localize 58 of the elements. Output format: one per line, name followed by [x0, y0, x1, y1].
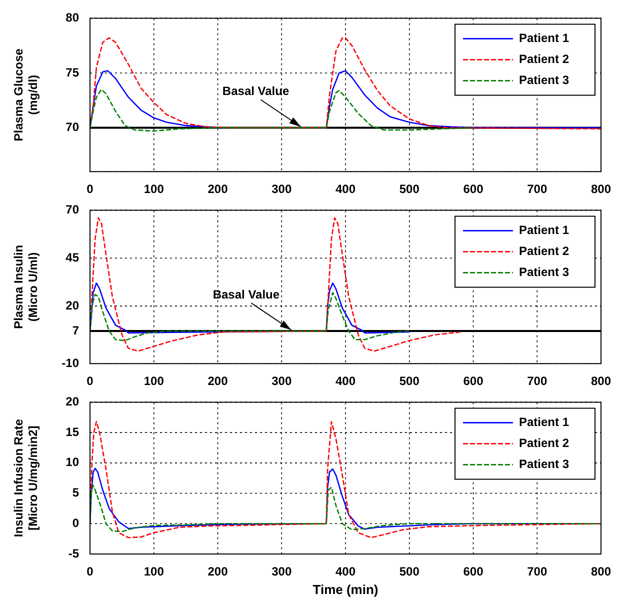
x-tick-label: 300 — [272, 182, 292, 196]
y-tick-label: 7 — [72, 323, 80, 338]
x-tick-label: 100 — [144, 374, 164, 388]
legend-label: Patient 3 — [519, 457, 570, 472]
line-series — [90, 217, 462, 352]
legend-label: Patient 1 — [519, 31, 570, 46]
legend-label: Patient 2 — [519, 436, 570, 450]
x-tick-label: 500 — [399, 182, 420, 196]
y-tick-label: 75 — [66, 65, 80, 80]
x-tick-label: 0 — [86, 182, 94, 196]
x-tick-label: 600 — [463, 374, 484, 388]
x-tick-label: 200 — [208, 564, 228, 579]
x-tick-label: 400 — [335, 564, 356, 579]
x-tick-label: 400 — [335, 374, 356, 388]
y-tick-label: 20 — [66, 298, 80, 312]
x-tick-label: 300 — [272, 374, 292, 388]
line-series — [90, 484, 601, 532]
x-tick-label: 200 — [208, 182, 228, 196]
x-tick-label: 800 — [590, 564, 612, 579]
x-tick-label: 200 — [208, 374, 228, 388]
x-tick-label: 800 — [590, 374, 612, 388]
x-tick-label: 300 — [272, 564, 292, 579]
y-tick-label: 0 — [72, 516, 80, 530]
y-tick-label: 10 — [66, 455, 80, 470]
x-tick-label: 400 — [335, 182, 356, 196]
x-tick-label: 700 — [527, 564, 548, 579]
x-tick-label: 600 — [463, 564, 484, 579]
x-axis-title: Time (min) — [312, 582, 378, 597]
x-tick-label: 500 — [399, 374, 420, 388]
annotation: Basal Value — [212, 287, 280, 302]
x-tick-label: 700 — [527, 374, 548, 388]
annotation: Basal Value — [222, 84, 290, 98]
x-tick-label: 600 — [463, 182, 484, 196]
y-axis-title: Insulin Infusion Rate [Micro U/mg/min2] — [12, 418, 40, 538]
y-tick-label: 20 — [66, 394, 80, 409]
legend-label: Patient 3 — [519, 265, 570, 280]
y-tick-label: 15 — [66, 424, 80, 439]
x-tick-label: 500 — [399, 564, 420, 579]
legend-label: Patient 3 — [519, 73, 570, 88]
y-axis-title: Plasma Glucose (mg/dl) — [12, 48, 40, 142]
legend-label: Patient 1 — [519, 415, 570, 430]
x-tick-label: 0 — [86, 374, 94, 388]
legend-label: Patient 1 — [519, 223, 570, 238]
x-tick-label: 100 — [144, 182, 164, 196]
x-tick-label: 700 — [527, 182, 548, 196]
legend-label: Patient 2 — [519, 244, 570, 258]
x-tick-label: 0 — [86, 564, 94, 579]
y-tick-label: 80 — [66, 10, 80, 25]
y-tick-label: 5 — [72, 486, 80, 500]
y-tick-label: -10 — [62, 356, 80, 370]
y-tick-label: -5 — [68, 546, 80, 560]
y-axis-title: Plasma Insulin (Micro U/ml) — [12, 244, 40, 329]
x-tick-label: 100 — [144, 564, 164, 579]
x-tick-label: 800 — [590, 182, 612, 196]
y-tick-label: 45 — [66, 250, 80, 264]
legend-label: Patient 2 — [519, 52, 570, 66]
y-tick-label: 70 — [66, 202, 80, 217]
y-tick-label: 70 — [66, 120, 80, 134]
